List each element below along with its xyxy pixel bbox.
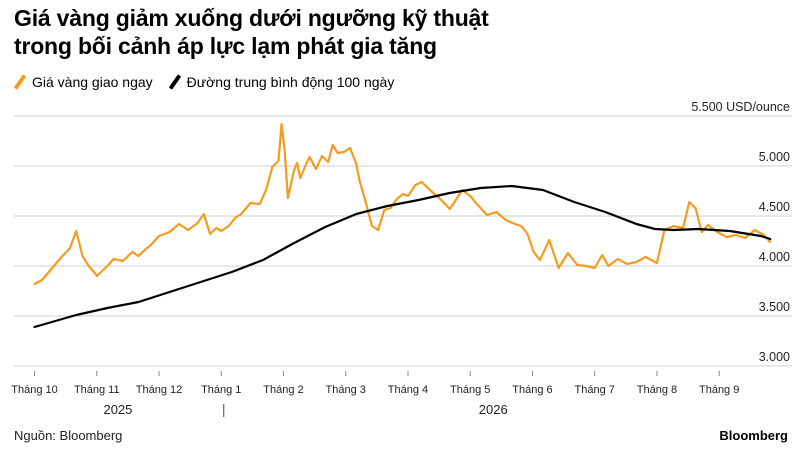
legend-item-spot: Giá vàng giao ngay	[13, 74, 153, 90]
grid-layer	[14, 115, 792, 367]
x-tick-label: Tháng 5	[450, 384, 490, 396]
source-note: Nguồn: Bloomberg	[14, 428, 123, 443]
y-tick-label: 5.000	[759, 150, 790, 164]
y-tick-label: 4.500	[759, 200, 790, 214]
y-tick-label: 4.000	[759, 250, 790, 264]
x-tick-label: Tháng 9	[699, 384, 739, 396]
legend: Giá vàng giao ngay Đường trung bình động…	[13, 74, 410, 90]
y-tick-label: 3.000	[759, 350, 790, 364]
series-line-moving-average	[33, 184, 772, 329]
y-axis-ticks: 5.500 USD/ounce 5.000 4.500 4.000 3.500 3.000	[691, 100, 790, 364]
x-tick-label: Tháng 3	[326, 384, 366, 396]
x-tick-label: Tháng 11	[74, 384, 120, 396]
legend-item-moving-average: Đường trung bình động 100 ngày	[168, 74, 395, 90]
legend-label-moving-average: Đường trung bình động 100 ngày	[186, 74, 395, 90]
x-tick-label: Tháng 8	[637, 384, 677, 396]
x-tick-label: Tháng 1	[201, 384, 241, 396]
year-label: 2025	[103, 402, 132, 417]
legend-label-spot: Giá vàng giao ngay	[32, 74, 153, 90]
y-tick-label: 5.500 USD/ounce	[691, 100, 790, 114]
y-tick-label: 3.500	[759, 300, 790, 314]
x-tick-label: Tháng 6	[512, 384, 552, 396]
x-axis-ticks: Tháng 10 Tháng 11 Tháng 12 Tháng 1 Tháng 2 Th…	[11, 371, 739, 417]
series-layer	[33, 122, 772, 329]
series-line-spot-gold	[33, 122, 772, 286]
year-label: 2026	[479, 402, 508, 417]
brand-logo-text: Bloomberg	[719, 428, 788, 443]
x-tick-label: Tháng 10	[11, 384, 57, 396]
x-tick-label: Tháng 7	[575, 384, 615, 396]
chart-title-line-2: trong bối cảnh áp lực lạm phát gia tăng	[14, 33, 437, 59]
x-tick-label: Tháng 2	[263, 384, 303, 396]
x-tick-label: Tháng 12	[136, 384, 182, 396]
x-tick-label: Tháng 4	[388, 384, 428, 396]
chart-title-line-1: Giá vàng giảm xuống dưới ngưỡng kỹ thuật	[14, 5, 489, 31]
